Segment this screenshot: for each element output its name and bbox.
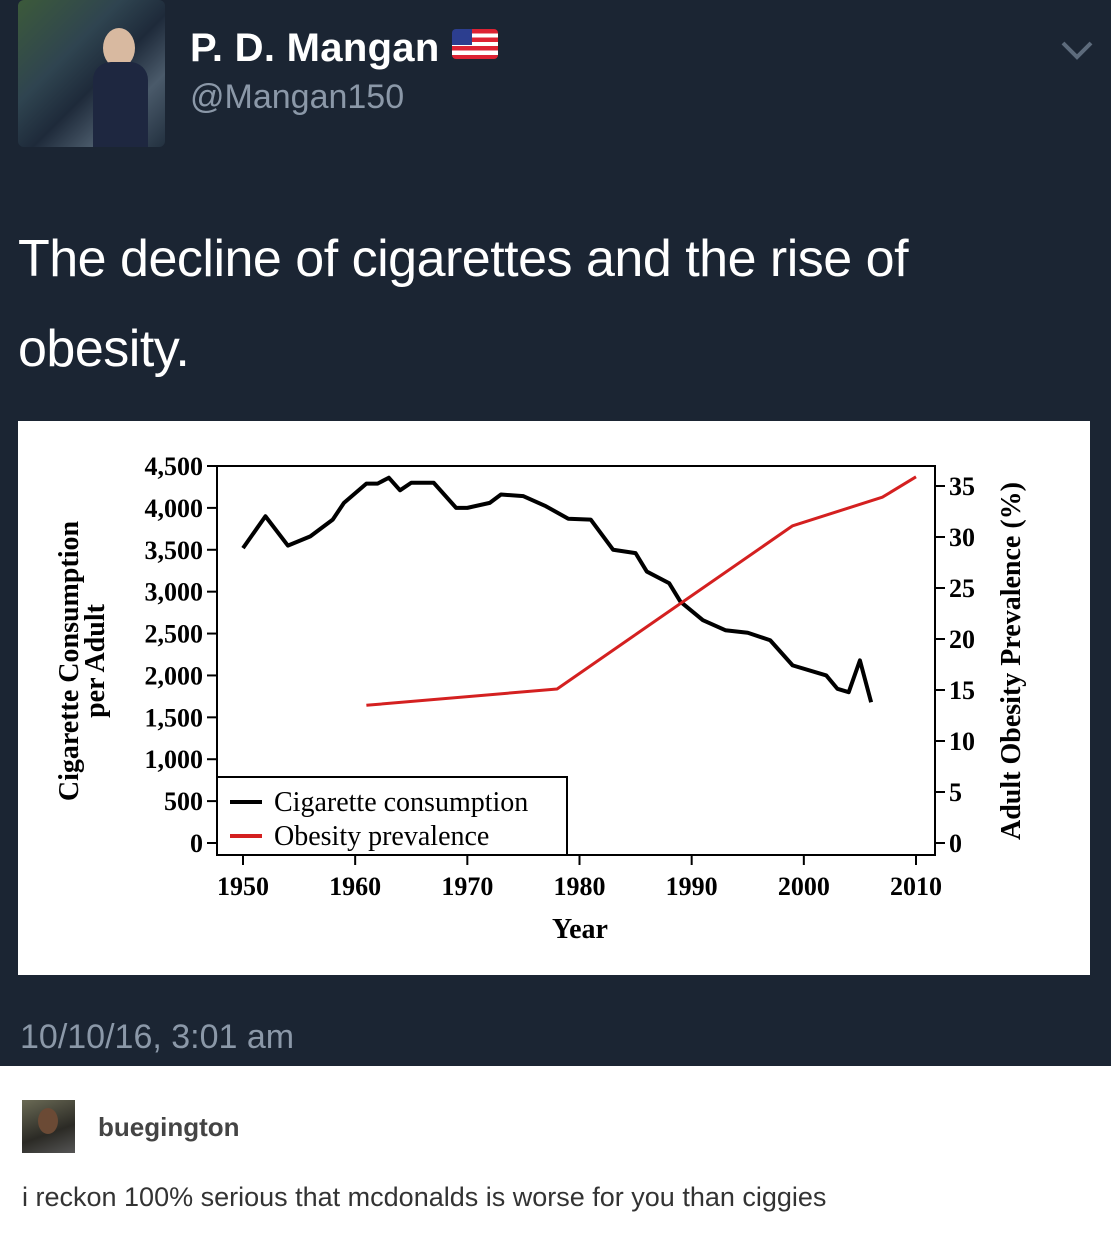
y-tick-label: 2,500 [145,620,204,649]
x-tick-label: 2010 [890,872,942,901]
legend-label: Cigarette consumption [274,787,528,818]
x-tick-label: 2000 [778,872,830,901]
chart: 1950 1960 1970 1980 1990 2000 201005001,0001,5… [54,452,1027,945]
display-name[interactable]: P. D. Mangan [190,26,498,71]
y-right-tick-label: 20 [949,625,975,654]
y-tick-label: 1,500 [145,703,204,732]
y-tick-label: 1,000 [145,745,204,774]
tweet-text: The decline of cigarettes and the rise o… [18,230,909,378]
y-tick-label: 4,500 [145,452,204,481]
y-tick-label: 2,000 [145,661,204,690]
x-tick-label: 1980 [554,872,606,901]
legend-label: Obesity prevalence [274,821,489,852]
y-right-tick-label: 10 [949,727,975,756]
chevron-down-icon[interactable] [1060,38,1094,62]
y-right-tick-label: 5 [949,778,962,807]
y-axis-label: Cigarette Consumption [54,520,85,801]
y-tick-label: 3,500 [145,536,204,565]
y-right-tick-label: 35 [949,472,975,501]
plot-frame [216,465,936,856]
y-right-tick-label: 30 [949,523,975,552]
y-tick-label: 3,000 [145,578,204,607]
chart-image: 1950 1960 1970 1980 1990 2000 2010 0 500 1,000 1,5… [18,421,1090,975]
x-tick-label: 1970 [441,872,493,901]
x-axis-label: Year [552,914,608,945]
y-right-tick-label: 15 [949,676,975,705]
us-flag-icon [451,29,498,59]
series-line-obesity-prevalence [366,475,917,707]
y-tick-label: 4,000 [145,494,204,523]
y-right-axis-label: Adult Obesity Prevalence (%) [996,482,1027,840]
series-line-cigarette-consumption [241,475,874,703]
y-axis-label-line2: per Adult [80,603,111,718]
reblogger-avatar[interactable] [22,1100,75,1153]
reblog-comment: i reckon 100% serious that mcdonalds is … [22,1182,827,1212]
y-tick-label: 0 [190,829,203,858]
reblogger-username[interactable]: buegington [98,1112,240,1142]
x-tick-label: 1990 [666,872,718,901]
y-tick-label: 500 [164,787,203,816]
x-tick-label: 1950 [217,872,269,901]
legend-box [216,776,568,856]
x-tick-label: 1960 [329,872,381,901]
avatar[interactable] [18,0,165,147]
timestamp: 10/10/16, 3:01 am [20,1018,295,1056]
user-handle[interactable]: @Mangan150 [190,78,405,116]
y-right-tick-label: 0 [949,829,962,858]
y-right-tick-label: 25 [949,574,975,603]
